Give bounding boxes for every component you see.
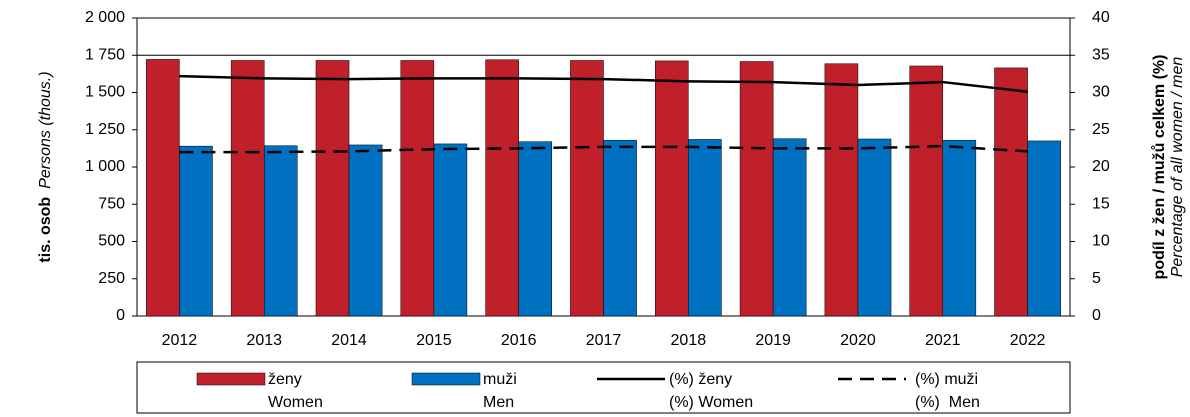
bar (1027, 140, 1061, 317)
y2-tick-label: 10 (1092, 233, 1110, 250)
x-tick-label: 2014 (331, 332, 367, 349)
legend-label-en: (%) Women (669, 394, 753, 411)
y-tick-label: 0 (116, 307, 125, 324)
y-tick-label: 1 500 (85, 84, 125, 101)
legend-swatch (411, 372, 481, 386)
y2-tick-label: 35 (1092, 46, 1110, 63)
x-tick-label: 2018 (671, 332, 707, 349)
bar (857, 138, 892, 317)
y-axis-title: tis. osob Persons (thous.) (37, 71, 54, 262)
bar (400, 60, 435, 317)
y2-tick-label: 15 (1092, 195, 1110, 212)
y-label: tis. osob (37, 197, 54, 263)
y2-tick-label: 25 (1092, 121, 1110, 138)
bar (739, 61, 774, 317)
y2-tick-label: 0 (1092, 307, 1101, 324)
y-tick-label: 2 000 (85, 9, 125, 26)
line-series (179, 144, 1028, 154)
legend-label-en: Women (268, 394, 323, 411)
bar (603, 139, 637, 317)
legend-label: (%) muži (915, 371, 978, 388)
line-series (179, 74, 1028, 93)
x-tick-label: 2019 (755, 332, 791, 349)
legend-label-en: (%) Men (915, 394, 980, 411)
y2-tick-label: 20 (1092, 158, 1110, 175)
x-tick-label: 2013 (246, 332, 282, 349)
y-tick-label: 500 (98, 233, 125, 250)
x-tick-label: 2017 (586, 332, 622, 349)
y2-tick-label: 5 (1092, 270, 1101, 287)
y-tick-label: 750 (98, 195, 125, 212)
bar (654, 60, 689, 317)
bar (824, 63, 859, 317)
y2-label-en: Percentage of all women / men (1169, 57, 1186, 278)
y2-label: podíl z žen / mužů celkem (%) (1151, 55, 1168, 280)
bar (348, 144, 383, 317)
legend-label: (%) ženy (669, 371, 732, 388)
x-tick-label: 2016 (501, 332, 537, 349)
y-tick-label: 250 (98, 270, 125, 287)
legend-label: ženy (268, 371, 302, 388)
x-tick-label: 2022 (1010, 332, 1046, 349)
bar (909, 65, 944, 317)
bar (230, 60, 265, 317)
legend-label-en: Men (483, 394, 514, 411)
x-tick-label: 2012 (162, 332, 198, 349)
x-tick-label: 2021 (925, 332, 961, 349)
y-tick-label: 1 750 (85, 46, 125, 63)
x-tick-label: 2020 (840, 332, 876, 349)
y-label-en: Persons (thous.) (37, 71, 54, 188)
bar (146, 59, 180, 317)
y2-tick-label: 40 (1092, 9, 1110, 26)
bar (772, 138, 807, 317)
bar (688, 139, 722, 317)
bar (570, 60, 604, 317)
y-tick-label: 1 000 (85, 158, 125, 175)
bar (179, 145, 213, 317)
legend-box (136, 361, 1071, 414)
bar (315, 60, 350, 317)
x-tick-label: 2015 (416, 332, 452, 349)
y2-tick-label: 30 (1092, 84, 1110, 101)
bar (942, 139, 977, 317)
bar (433, 143, 468, 317)
bar (994, 67, 1028, 317)
legend-label: muži (483, 371, 517, 388)
bar (263, 145, 298, 317)
y-tick-label: 1 250 (85, 121, 125, 138)
bar (518, 141, 553, 317)
legend-swatch (196, 372, 266, 386)
bar (485, 59, 519, 317)
